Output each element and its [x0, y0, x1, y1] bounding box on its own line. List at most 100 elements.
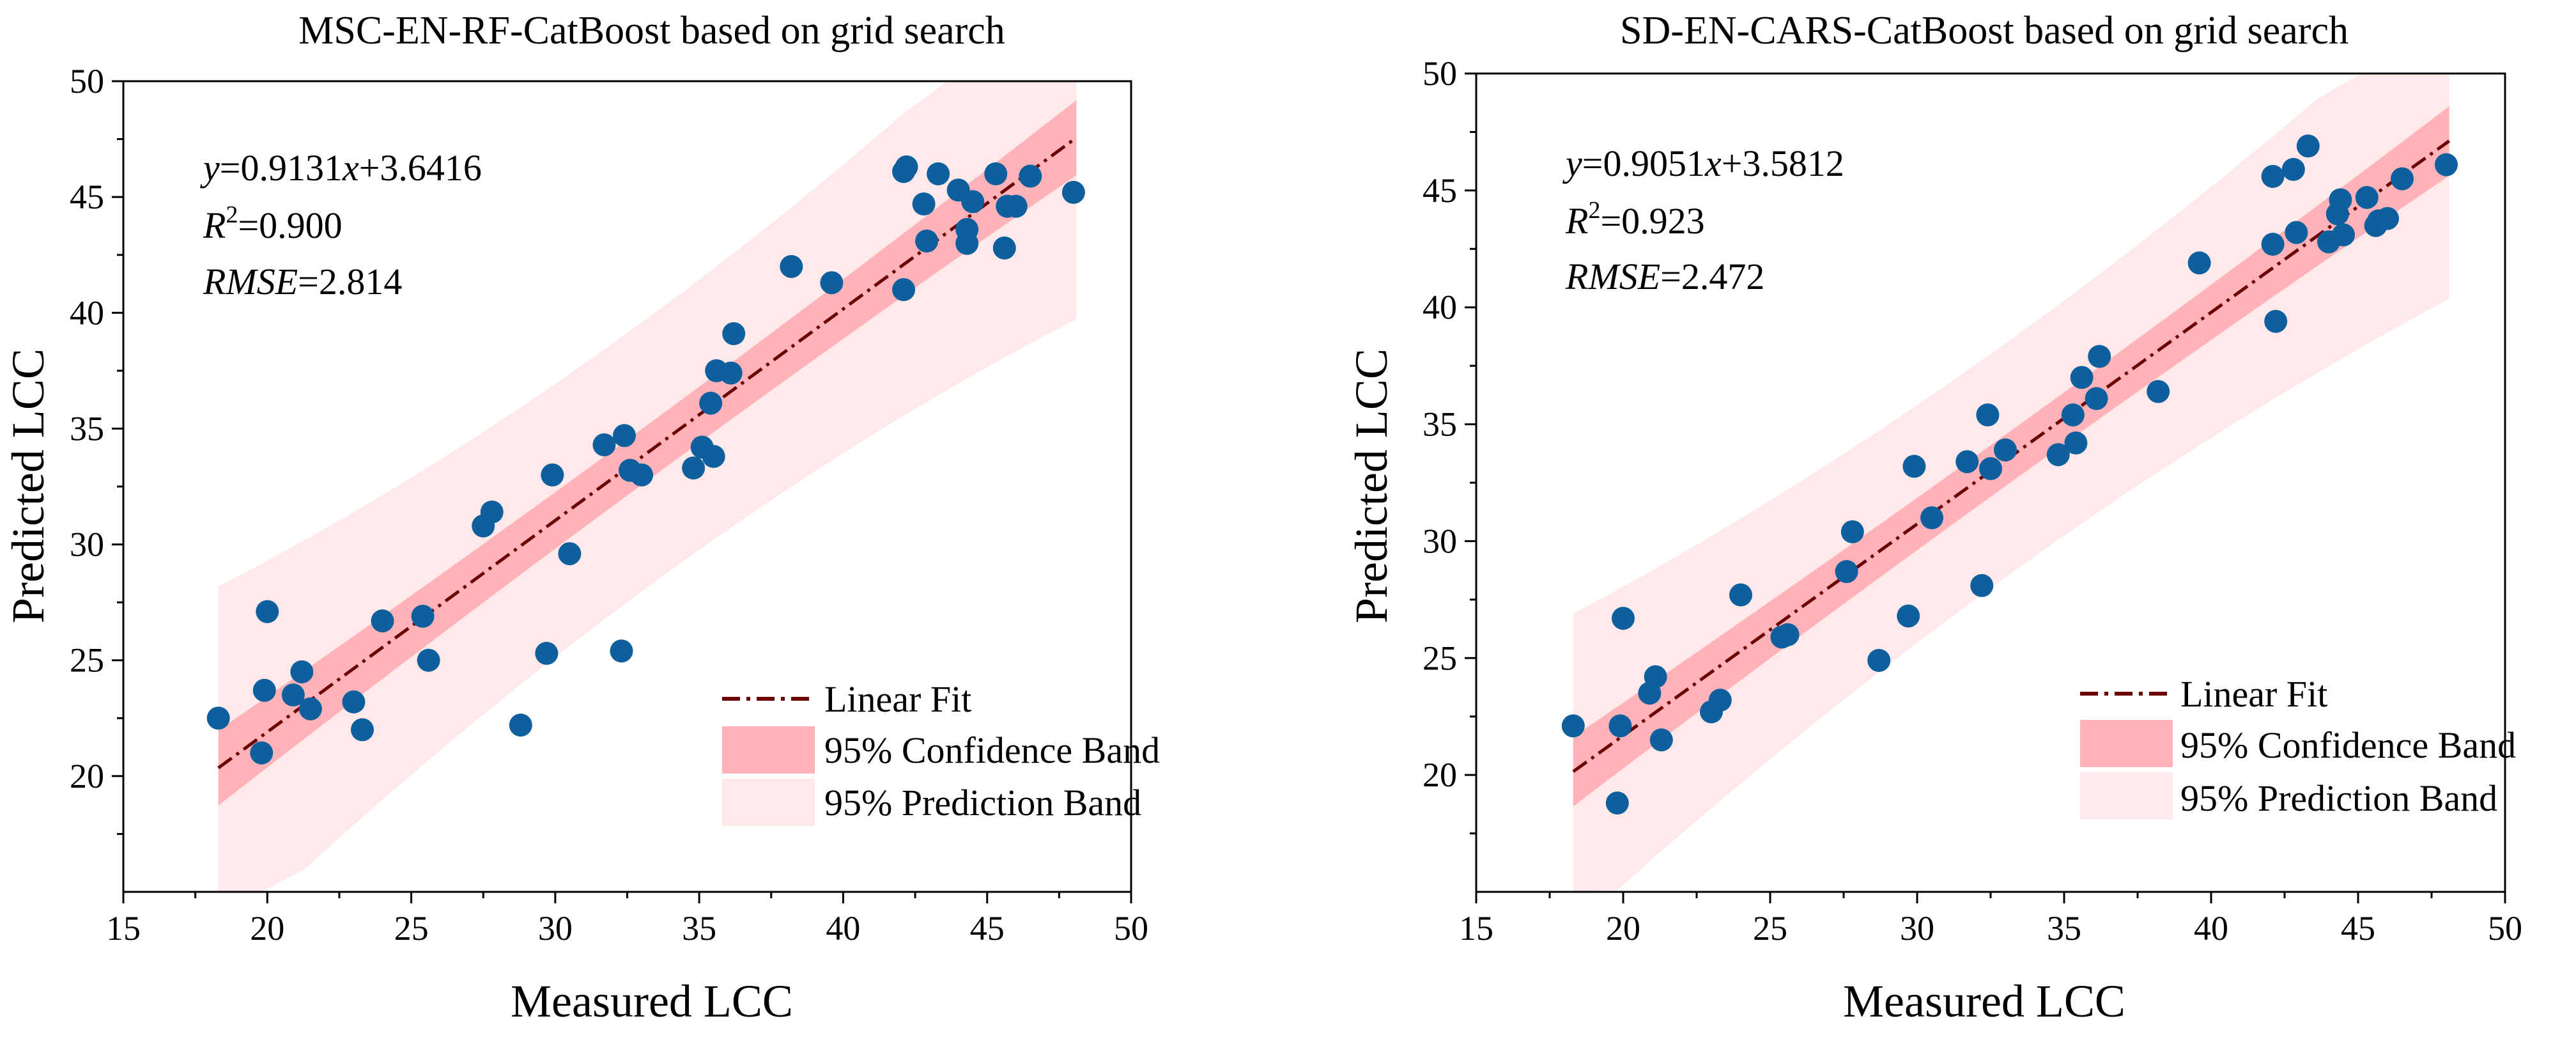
data-point	[1976, 403, 2000, 426]
eq-x: x	[1704, 143, 1722, 184]
eq-coefficient: =0.9051	[1582, 143, 1705, 184]
y-tick-label: 35	[70, 409, 104, 448]
data-point	[2296, 134, 2320, 158]
points-group	[1561, 134, 2458, 815]
y-tick-label: 25	[1423, 639, 1457, 677]
eq-x: x	[342, 147, 359, 189]
axes-group: 15 20 25 30 35 40 45 50 20 25 30 35 40 45 50	[1423, 54, 2522, 947]
r-squared: R2=0.900	[203, 201, 343, 246]
r2-symbol: R	[1565, 200, 1588, 242]
data-point	[820, 271, 844, 295]
y-tick-label: 50	[1423, 54, 1457, 93]
rmse-value: =2.472	[1660, 256, 1764, 297]
x-tick-label: 25	[394, 909, 429, 947]
data-point	[256, 600, 279, 623]
data-point	[992, 236, 1016, 260]
data-point	[955, 231, 979, 255]
y-tick-label: 40	[1423, 288, 1457, 327]
x-tick-label: 25	[1753, 909, 1787, 947]
r2-symbol: R	[203, 205, 226, 246]
data-point	[1019, 164, 1042, 188]
data-point	[1970, 573, 1994, 597]
axes-group: 15 20 25 30 35 40 45 50 20 25 30 35 40 45 50	[70, 62, 1148, 947]
data-point	[2147, 380, 2170, 403]
y-tick-label: 30	[70, 526, 104, 564]
data-point	[1902, 455, 1926, 478]
data-point	[1897, 604, 1920, 628]
y-tick-label: 20	[70, 757, 104, 795]
x-tick-label: 30	[538, 909, 573, 947]
data-point	[1994, 438, 2017, 462]
x-tick-label: 45	[970, 909, 1005, 947]
data-point	[2281, 157, 2305, 181]
x-tick-label: 15	[1459, 909, 1493, 947]
data-point	[252, 678, 276, 702]
chart-title: SD-EN-CARS-CatBoost based on grid search	[1620, 9, 2348, 52]
data-point	[541, 463, 564, 487]
data-point	[630, 463, 654, 487]
data-point	[1061, 180, 1085, 204]
data-point	[371, 609, 394, 633]
y-tick-label: 25	[70, 641, 104, 680]
data-point	[2264, 309, 2288, 333]
x-tick-label: 35	[2047, 909, 2081, 947]
data-point	[984, 162, 1008, 185]
data-point	[1979, 457, 2002, 481]
data-point	[1835, 559, 1858, 583]
rmse: RMSE=2.472	[1565, 256, 1764, 297]
bands-group	[218, 81, 1077, 892]
x-tick-label: 20	[250, 909, 284, 947]
r-squared: R2=0.923	[1565, 197, 1705, 242]
rmse-label: RMSE	[1565, 256, 1660, 297]
data-point	[342, 690, 366, 713]
x-tick-label: 45	[2341, 909, 2375, 947]
data-point	[1955, 450, 1979, 474]
data-point	[2070, 366, 2094, 389]
y-tick-label: 45	[70, 178, 104, 216]
y-axis-label: Predicted LCC	[3, 348, 54, 623]
data-point	[927, 162, 950, 185]
x-tick-label: 15	[106, 909, 141, 947]
y-tick-label: 45	[1423, 171, 1457, 210]
data-point	[2332, 223, 2355, 247]
data-point	[2376, 207, 2399, 230]
confidence-band	[218, 100, 1077, 806]
chart-title: MSC-EN-RF-CatBoost based on grid search	[298, 9, 1005, 52]
bands-group	[1573, 74, 2449, 892]
data-point	[2285, 221, 2308, 244]
data-point	[1776, 623, 1800, 646]
data-point	[2329, 188, 2352, 212]
data-point	[558, 542, 582, 566]
x-tick-label: 35	[682, 909, 716, 947]
r2-value: =0.923	[1600, 200, 1704, 242]
data-point	[417, 648, 440, 672]
data-point	[702, 444, 725, 468]
rmse: RMSE=2.814	[203, 261, 402, 302]
y-axis-label: Predicted LCC	[1346, 348, 1397, 623]
r2-superscript: 2	[226, 201, 238, 228]
legend-pred-swatch	[2080, 772, 2173, 820]
legend: Linear Fit 95% Confidence Band 95% Predi…	[722, 678, 1160, 826]
data-point	[1561, 714, 1585, 738]
legend-conf-label: 95% Confidence Band	[824, 729, 1160, 771]
rmse-label: RMSE	[203, 261, 298, 302]
data-point	[2391, 167, 2414, 191]
data-point	[610, 639, 633, 663]
data-point	[1644, 665, 1667, 689]
legend-fit-label: Linear Fit	[824, 678, 971, 720]
x-axis-label: Measured LCC	[511, 976, 793, 1027]
data-point	[961, 190, 985, 214]
data-point	[2064, 431, 2088, 455]
data-point	[892, 278, 916, 302]
legend-pred-swatch	[722, 779, 815, 826]
data-point	[2261, 164, 2285, 188]
data-point	[1729, 583, 1752, 607]
y-tick-label: 35	[1423, 405, 1457, 444]
data-point	[2435, 153, 2458, 176]
r2-value: =0.900	[238, 205, 342, 246]
eq-y: y	[1562, 143, 1582, 184]
legend-conf-label: 95% Confidence Band	[2180, 724, 2516, 766]
data-point	[2355, 185, 2379, 209]
data-point	[1840, 520, 1864, 543]
legend-conf-swatch	[722, 726, 815, 774]
